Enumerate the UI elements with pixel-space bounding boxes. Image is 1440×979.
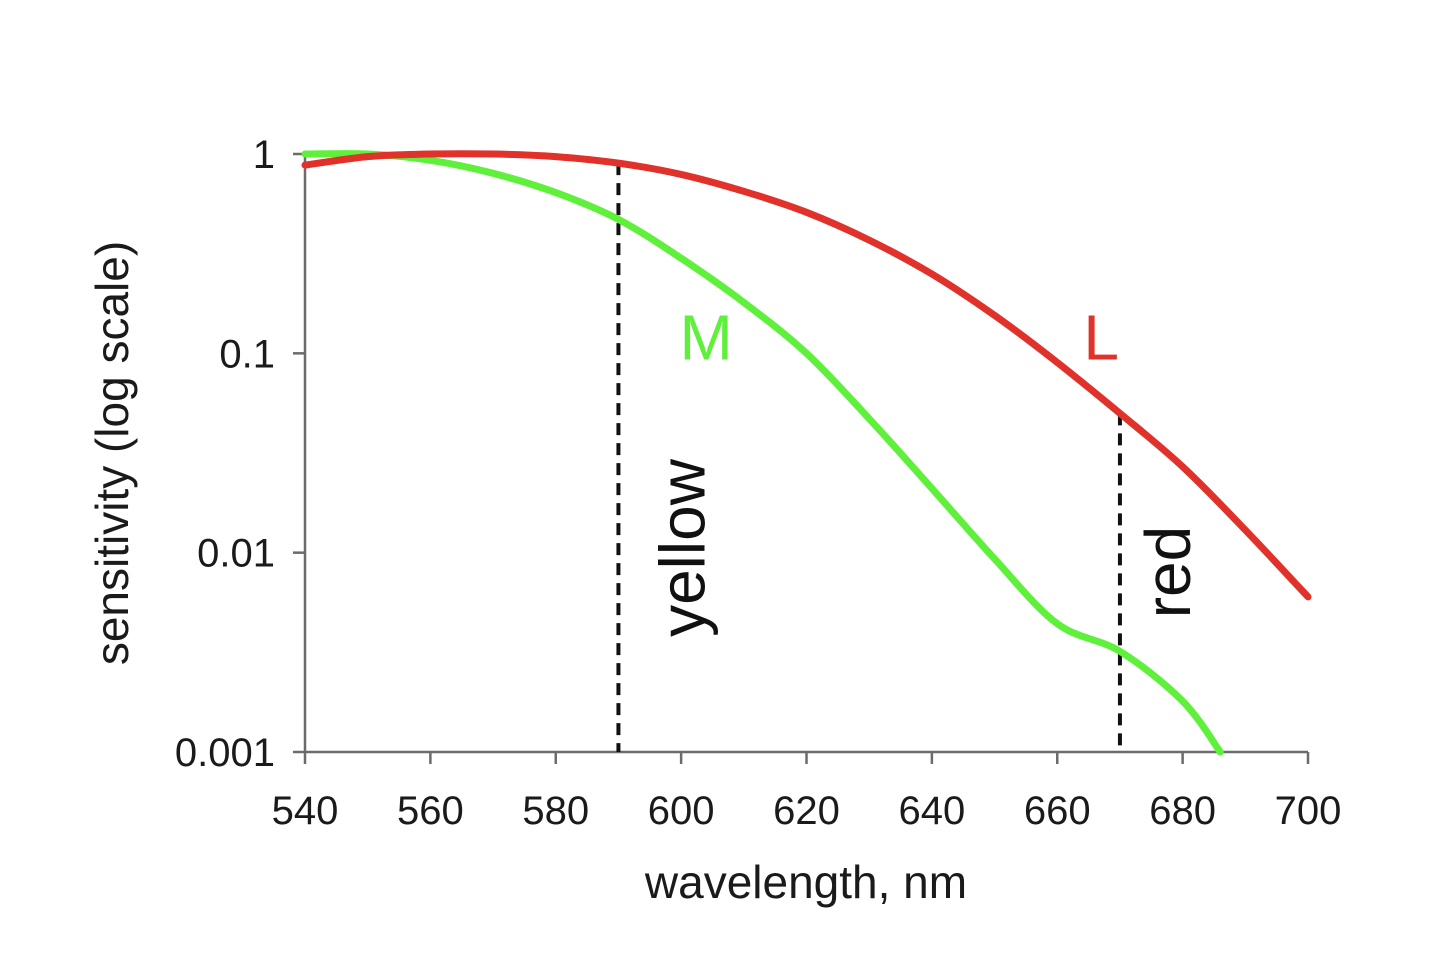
x-tick-label: 540 [272, 789, 339, 833]
x-tick-label: 680 [1149, 789, 1216, 833]
curve-label-L: L [1083, 301, 1119, 373]
x-tick-label: 580 [522, 789, 589, 833]
y-axis-title: sensitivity (log scale) [86, 241, 138, 665]
series-lines [301, 150, 1312, 756]
curve-label-M: M [680, 301, 733, 373]
reference-lines: yellow red [616, 163, 1204, 752]
x-tick-label: 600 [648, 789, 715, 833]
x-tick-label: 700 [1275, 789, 1342, 833]
reference-label-yellow: yellow [646, 458, 718, 637]
axes: 540 560 580 600 620 640 660 680 700 0.001 0.01 0.1 1 [175, 133, 1341, 833]
y-tick-label: 0.01 [197, 532, 275, 576]
y-tick-label: 0.001 [175, 731, 275, 775]
x-tick-label: 560 [397, 789, 464, 833]
series-line-L [301, 150, 1312, 601]
reference-label-red: red [1132, 526, 1204, 619]
y-tick-label: 1 [253, 133, 275, 177]
x-tick-label: 660 [1024, 789, 1091, 833]
y-tick-label: 0.1 [219, 332, 275, 376]
series-line-M [301, 150, 1224, 756]
x-axis-title: wavelength, nm [644, 856, 967, 908]
x-tick-label: 640 [899, 789, 966, 833]
x-tick-label: 620 [773, 789, 840, 833]
